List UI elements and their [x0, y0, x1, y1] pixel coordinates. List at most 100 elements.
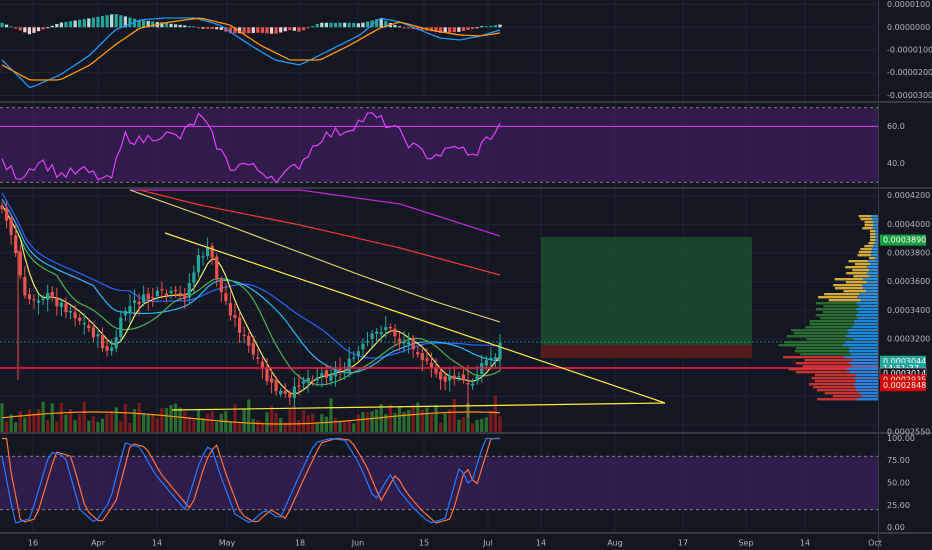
macd-histogram-bar	[0, 22, 4, 28]
candle-body	[498, 342, 502, 360]
candle-body	[27, 294, 32, 300]
macd-histogram-bar	[489, 25, 493, 28]
candle-body	[41, 298, 45, 300]
price-tag-label: 0.0002848	[883, 381, 926, 390]
macd-histogram-bar	[151, 21, 155, 28]
volume-bar	[219, 413, 223, 432]
candle-body	[365, 340, 370, 343]
candle-body	[105, 346, 109, 351]
macd-histogram-bar	[484, 26, 488, 28]
candle-body	[329, 375, 333, 381]
macd-histogram-bar	[247, 27, 251, 34]
macd-histogram-bar	[393, 24, 397, 28]
macd-histogram-bar	[91, 17, 95, 28]
macd-histogram-bar	[416, 27, 420, 30]
candle-body	[457, 376, 461, 378]
macd-histogram-bar	[41, 27, 45, 30]
macd-histogram-bar	[407, 27, 411, 29]
candle-body	[493, 357, 498, 360]
volume-bar	[215, 422, 219, 432]
price-tag-label: 0.0002935	[883, 375, 926, 384]
volume-profile-bar	[852, 359, 878, 362]
volume-bar	[142, 414, 146, 432]
macd-histogram-bar	[100, 16, 105, 28]
volume-profile-bar	[853, 383, 878, 386]
volume-profile-bar	[833, 284, 878, 287]
macd-histogram-bar	[333, 22, 338, 28]
volume-bar	[370, 411, 374, 432]
volume-profile-bar	[860, 218, 878, 221]
stoch-d-line	[2, 437, 500, 524]
macd-histogram-bar	[480, 26, 484, 28]
macd-histogram-bar	[219, 27, 223, 30]
candle-body	[416, 352, 420, 355]
pane-divider	[0, 532, 932, 534]
volume-bar	[484, 417, 488, 432]
volume-bar	[59, 402, 63, 432]
candle-body	[265, 368, 269, 382]
volume-profile-bar	[870, 230, 878, 233]
macd-histogram-bar	[352, 23, 356, 28]
candle-body	[461, 374, 466, 381]
time-axis-label: 14	[536, 539, 546, 548]
candle-body	[269, 378, 274, 383]
volume-profile-bar	[815, 314, 878, 317]
macd-histogram-bar	[137, 19, 141, 28]
volume-bar	[452, 399, 456, 432]
stoch-axis-label: 75.00	[887, 456, 910, 465]
volume-bar	[384, 413, 388, 432]
volume-profile-bar	[874, 242, 878, 245]
stochastic-pane[interactable]	[0, 437, 878, 524]
rsi-pane[interactable]	[0, 107, 878, 184]
volume-profile-bar	[794, 332, 878, 335]
pane-divider	[0, 432, 932, 434]
volume-bar	[297, 420, 301, 432]
macd-pane[interactable]	[0, 14, 502, 89]
candle-body	[283, 391, 287, 394]
ma-long-yellow-line	[129, 189, 501, 323]
volume-profile-bar	[871, 248, 878, 251]
volume-profile-bar	[808, 383, 878, 386]
candle-body	[306, 378, 310, 383]
volume-bar	[228, 421, 233, 432]
candle-body	[215, 256, 219, 280]
volume-bar	[73, 420, 77, 432]
macd-histogram-bar	[306, 27, 310, 29]
volume-profile-bar	[846, 335, 878, 338]
price-axis-label: 0.0003400	[887, 306, 930, 315]
volume-profile-bar	[871, 215, 878, 218]
candle-body	[73, 312, 77, 319]
macd-histogram-bar	[279, 27, 283, 33]
candle-body	[315, 377, 319, 381]
candle-body	[324, 370, 328, 378]
time-axis[interactable]: 16 Apr 14 May 18 Jun 15 Jul 14 Aug 17 Sep 14 Oct	[28, 539, 882, 548]
volume-profile-bar	[834, 287, 878, 290]
volume-profile-bar	[818, 296, 878, 299]
candle-body	[36, 300, 41, 303]
volume-profile-bar	[855, 374, 878, 377]
candle-body	[407, 341, 411, 345]
price-axis-label: 0.0003800	[887, 249, 930, 258]
volume-profile-bar	[814, 380, 878, 383]
price-pane[interactable]	[0, 189, 878, 432]
price-tag-badge	[880, 374, 926, 386]
candle-body	[242, 334, 246, 336]
volume-bar	[96, 422, 100, 432]
volume-bar	[324, 416, 328, 432]
volume-profile-bar	[856, 302, 878, 305]
volume-profile-bar	[873, 224, 878, 227]
macd-histogram-bar	[32, 27, 36, 33]
volume-profile-bar	[860, 248, 878, 251]
candle-body	[279, 390, 283, 395]
volume-bar	[493, 395, 498, 432]
macd-histogram-bar	[64, 21, 68, 28]
macd-histogram-bar	[119, 15, 123, 28]
price-axis[interactable]: 0.0000100 0.0000000 -0.0000100 -0.0000200 -0…	[879, 0, 932, 532]
volume-bar	[201, 418, 205, 432]
volume-bar	[274, 413, 278, 432]
volume-profile-bar	[809, 320, 878, 323]
volume-bar	[128, 422, 132, 432]
macd-histogram-bar	[338, 22, 342, 28]
